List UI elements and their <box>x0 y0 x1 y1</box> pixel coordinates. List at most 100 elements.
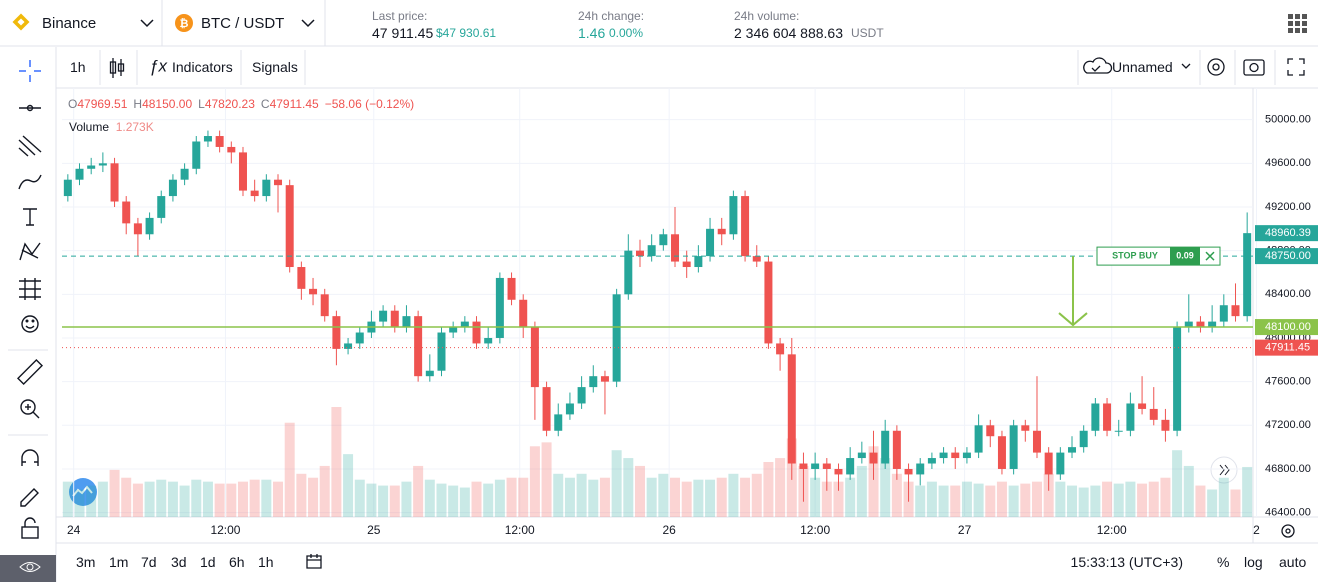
candle-body <box>600 376 609 382</box>
candle-body <box>320 294 329 317</box>
indicators-button[interactable]: Indicators <box>172 59 233 75</box>
candle-body <box>1149 408 1158 420</box>
lock-tool[interactable] <box>21 517 39 539</box>
volume-bar <box>1172 450 1183 517</box>
candle-body <box>892 430 901 469</box>
volume-bar <box>167 481 178 517</box>
range-button[interactable]: 7d <box>141 554 157 570</box>
x-tick-label: 27 <box>958 523 972 537</box>
magnet-tool[interactable] <box>21 449 39 466</box>
candle-body <box>986 425 995 437</box>
volume-legend-label: Volume <box>69 120 110 134</box>
log-toggle[interactable]: log <box>1244 554 1263 570</box>
range-button[interactable]: 1h <box>258 554 274 570</box>
candle-body <box>63 179 72 197</box>
eye-icon[interactable] <box>19 562 41 572</box>
candle-body <box>238 152 247 191</box>
scroll-to-end[interactable] <box>1210 456 1238 484</box>
volume-bar <box>424 479 435 517</box>
candle-body <box>764 261 773 344</box>
candle-body <box>145 217 154 235</box>
volume-bar <box>1183 465 1194 517</box>
zoom-tool[interactable] <box>20 399 40 419</box>
volume-bar <box>1008 485 1019 517</box>
last-price-label: Last price: <box>372 9 428 23</box>
range-button[interactable]: 1m <box>109 554 129 570</box>
ruler-tool[interactable] <box>16 358 44 386</box>
volume-bar <box>564 477 575 517</box>
volume-bar <box>97 481 108 517</box>
cloud-icon[interactable] <box>1083 57 1113 74</box>
candle-body <box>659 234 668 246</box>
volume-bar <box>366 483 377 517</box>
volume-bar <box>506 477 517 517</box>
range-button[interactable]: 6h <box>229 554 245 570</box>
percent-toggle[interactable]: % <box>1217 554 1230 570</box>
chart-type-icon[interactable] <box>109 58 125 78</box>
range-button[interactable]: 1d <box>200 554 216 570</box>
date-range-icon[interactable] <box>306 554 322 569</box>
auto-toggle[interactable]: auto <box>1279 554 1307 570</box>
projection-tool[interactable] <box>19 278 41 300</box>
candle-body <box>180 168 189 180</box>
volume-bar <box>693 479 704 517</box>
volume-bar <box>938 485 949 517</box>
order-quantity: 0.09 <box>1176 250 1194 260</box>
volume-bar <box>576 473 587 517</box>
edit-lock-tool[interactable] <box>20 488 39 507</box>
range-button[interactable]: 3m <box>76 554 96 570</box>
volume-bar <box>1102 481 1113 517</box>
visibility-toggle-bg[interactable] <box>0 555 56 582</box>
price-tag <box>1255 225 1318 242</box>
candle-body <box>1044 452 1053 475</box>
volume-bar <box>471 481 482 517</box>
order-cancel[interactable] <box>1205 251 1215 261</box>
volume-bar <box>226 483 237 517</box>
volume-bar <box>86 485 97 517</box>
volume-bar <box>1043 473 1054 517</box>
x-tick-label: 12:00 <box>210 523 240 537</box>
signals-button[interactable]: Signals <box>252 59 298 75</box>
dropdown-chevron[interactable] <box>140 19 154 28</box>
pattern-tool[interactable] <box>19 242 41 261</box>
layout-name[interactable]: Unnamed <box>1112 59 1173 75</box>
candle-body <box>227 146 236 153</box>
screenshot-icon[interactable] <box>1243 59 1265 76</box>
candle-body <box>192 141 201 169</box>
candle-body <box>997 436 1006 469</box>
btc-logo[interactable]: ₿ <box>175 14 193 32</box>
layout-chevron[interactable] <box>1181 63 1191 69</box>
volume-bar <box>856 465 867 517</box>
text-tool[interactable] <box>23 208 37 226</box>
volume-bar <box>634 465 645 517</box>
candle-body <box>1126 403 1135 431</box>
emoji-tool[interactable] <box>21 315 39 333</box>
candle-body <box>694 256 703 268</box>
trend-line-tool[interactable] <box>19 104 41 112</box>
fx-icon[interactable]: ƒx <box>149 56 167 75</box>
volume-bar <box>308 477 319 517</box>
candle-body <box>1196 321 1205 328</box>
dropdown-chevron[interactable] <box>301 19 315 28</box>
candle-body <box>425 370 434 377</box>
time-settings-icon[interactable] <box>1281 524 1295 538</box>
exchange-name[interactable]: Binance <box>42 15 97 32</box>
candle-body <box>881 430 890 464</box>
candle-body <box>565 403 574 415</box>
fullscreen-icon[interactable] <box>1287 58 1305 76</box>
y-tick-label: 49200.00 <box>1265 201 1311 213</box>
volume-bar <box>62 481 73 517</box>
range-button[interactable]: 3d <box>171 554 187 570</box>
candle-body <box>203 136 212 142</box>
crosshair-tool[interactable] <box>19 60 41 82</box>
settings-icon[interactable] <box>1207 58 1225 76</box>
interval-button[interactable]: 1h <box>70 59 86 75</box>
volume-label: 24h volume: <box>734 9 800 23</box>
fib-tool[interactable] <box>18 135 42 157</box>
brush-tool[interactable] <box>18 174 42 190</box>
ohlc-label: L <box>198 97 205 111</box>
menu-grid-icon[interactable] <box>1288 14 1307 33</box>
volume-bar <box>1195 485 1206 517</box>
pair-name[interactable]: BTC / USDT <box>201 15 285 32</box>
